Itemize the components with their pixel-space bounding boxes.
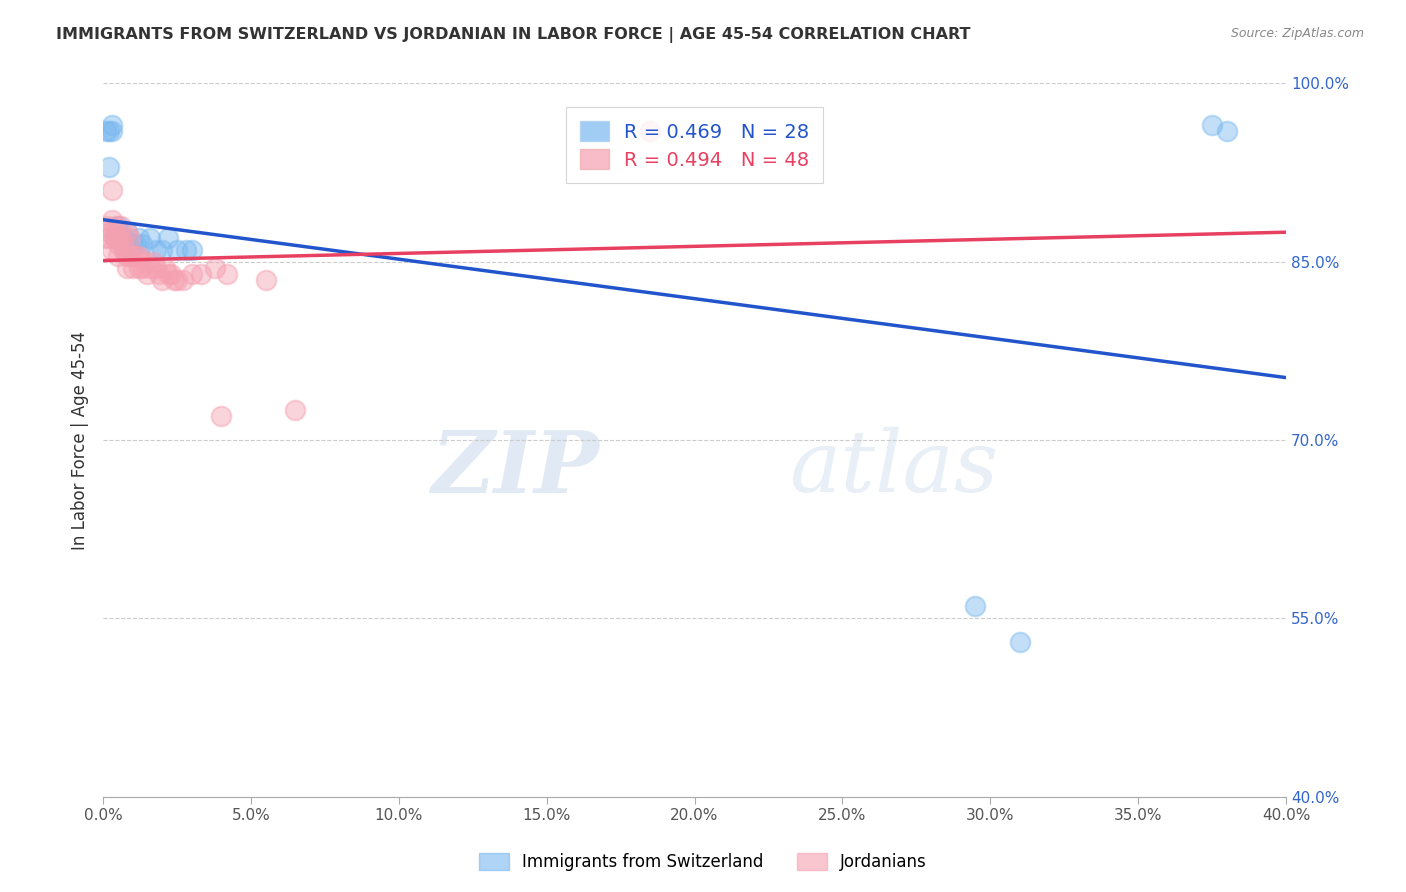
Point bbox=[112, 243, 135, 257]
Point bbox=[104, 231, 127, 245]
Point bbox=[112, 243, 135, 257]
Point bbox=[124, 249, 146, 263]
Point bbox=[150, 272, 173, 286]
Text: IMMIGRANTS FROM SWITZERLAND VS JORDANIAN IN LABOR FORCE | AGE 45-54 CORRELATION : IMMIGRANTS FROM SWITZERLAND VS JORDANIAN… bbox=[56, 27, 970, 43]
Point bbox=[101, 118, 124, 132]
Point bbox=[115, 225, 138, 239]
Text: Source: ZipAtlas.com: Source: ZipAtlas.com bbox=[1230, 27, 1364, 40]
Point bbox=[150, 243, 173, 257]
Point bbox=[98, 225, 121, 239]
Point bbox=[121, 260, 143, 275]
Point bbox=[1008, 635, 1031, 649]
Point bbox=[134, 254, 156, 268]
Point bbox=[107, 249, 129, 263]
Point bbox=[118, 231, 141, 245]
Point bbox=[139, 260, 162, 275]
Point bbox=[94, 124, 117, 138]
Point bbox=[166, 243, 188, 257]
Point bbox=[174, 243, 197, 257]
Text: atlas: atlas bbox=[789, 427, 998, 510]
Point bbox=[107, 219, 129, 233]
Point bbox=[110, 231, 132, 245]
Point bbox=[110, 231, 132, 245]
Point bbox=[118, 243, 141, 257]
Point bbox=[121, 236, 143, 251]
Y-axis label: In Labor Force | Age 45-54: In Labor Force | Age 45-54 bbox=[72, 331, 89, 549]
Point bbox=[157, 231, 180, 245]
Point bbox=[107, 236, 129, 251]
Point bbox=[217, 267, 239, 281]
Point bbox=[284, 403, 307, 417]
Point bbox=[190, 267, 212, 281]
Point bbox=[94, 231, 117, 245]
Point bbox=[163, 272, 186, 286]
Point bbox=[94, 219, 117, 233]
Point bbox=[155, 260, 177, 275]
Point bbox=[136, 267, 159, 281]
Point bbox=[128, 260, 150, 275]
Point bbox=[115, 225, 138, 239]
Point bbox=[115, 249, 138, 263]
Point bbox=[98, 160, 121, 174]
Point bbox=[148, 267, 170, 281]
Point bbox=[128, 249, 150, 263]
Point bbox=[204, 260, 226, 275]
Legend: R = 0.469   N = 28, R = 0.494   N = 48: R = 0.469 N = 28, R = 0.494 N = 48 bbox=[567, 107, 823, 184]
Point bbox=[101, 243, 124, 257]
Point bbox=[104, 231, 127, 245]
Text: ZIP: ZIP bbox=[432, 427, 600, 510]
Point bbox=[160, 267, 183, 281]
Point bbox=[104, 219, 127, 233]
Legend: Immigrants from Switzerland, Jordanians: Immigrants from Switzerland, Jordanians bbox=[471, 845, 935, 880]
Point bbox=[131, 260, 153, 275]
Point bbox=[157, 267, 180, 281]
Point bbox=[209, 409, 232, 424]
Point bbox=[118, 249, 141, 263]
Point bbox=[145, 260, 167, 275]
Point bbox=[107, 231, 129, 245]
Point bbox=[107, 231, 129, 245]
Point bbox=[101, 213, 124, 227]
Point bbox=[112, 231, 135, 245]
Point bbox=[128, 231, 150, 245]
Point bbox=[142, 254, 165, 268]
Point bbox=[1201, 118, 1223, 132]
Point bbox=[131, 236, 153, 251]
Point bbox=[180, 267, 202, 281]
Point bbox=[1216, 124, 1239, 138]
Point bbox=[121, 249, 143, 263]
Point bbox=[112, 236, 135, 251]
Point bbox=[101, 124, 124, 138]
Point bbox=[98, 124, 121, 138]
Point bbox=[124, 236, 146, 251]
Point bbox=[98, 231, 121, 245]
Point bbox=[101, 183, 124, 197]
Point bbox=[965, 599, 987, 614]
Point bbox=[110, 219, 132, 233]
Point bbox=[180, 243, 202, 257]
Point bbox=[115, 260, 138, 275]
Point bbox=[139, 231, 162, 245]
Point bbox=[638, 124, 661, 138]
Point bbox=[172, 272, 194, 286]
Point bbox=[254, 272, 277, 286]
Point bbox=[145, 243, 167, 257]
Point bbox=[166, 272, 188, 286]
